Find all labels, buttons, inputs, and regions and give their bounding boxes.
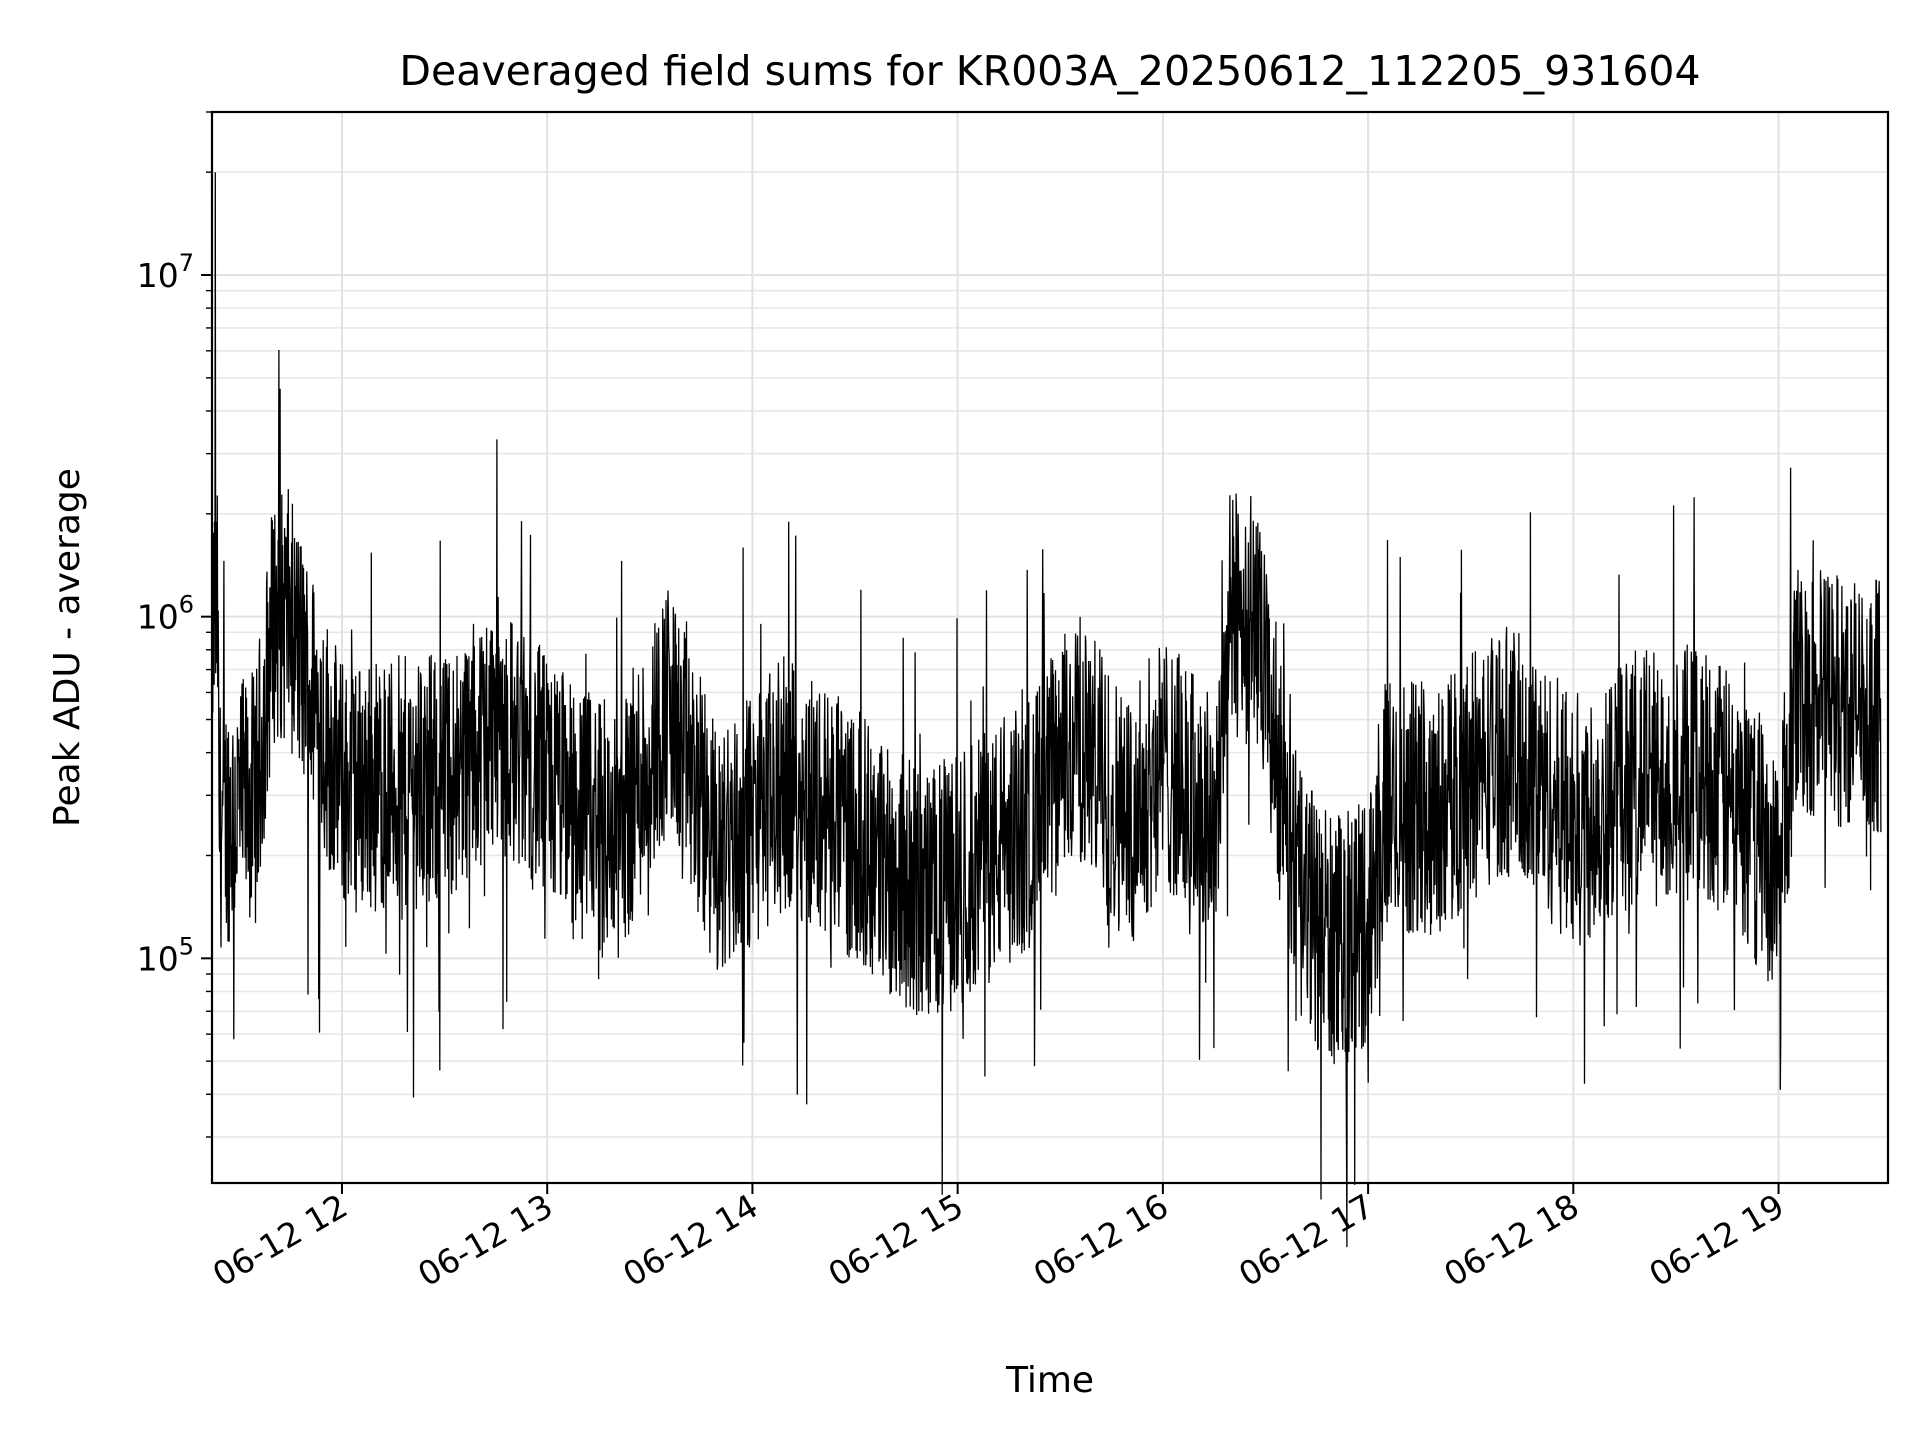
series-line: [211, 172, 1882, 1248]
plot-frame: [210, 110, 1890, 1185]
y-axis-label: Peak ADU - average: [47, 468, 88, 827]
y-tick-label: 106: [137, 591, 194, 637]
x-tick-label: 06-12 12: [206, 1186, 354, 1294]
x-tick-label: 06-12 15: [822, 1186, 970, 1294]
grid: [212, 111, 1888, 1183]
x-tick-label: 06-12 13: [411, 1186, 559, 1294]
x-tick-label: 06-12 19: [1643, 1186, 1791, 1294]
y-tick-label: 105: [137, 932, 194, 978]
x-tick-label: 06-12 17: [1232, 1186, 1380, 1294]
x-tick-label: 06-12 16: [1027, 1186, 1175, 1294]
x-axis-label: Time: [1005, 1360, 1094, 1401]
x-tick-label: 06-12 14: [616, 1186, 764, 1294]
series-layer: [211, 172, 1882, 1248]
x-tick-label: 06-12 18: [1437, 1186, 1585, 1294]
chart-title: Deaveraged field sums for KR003A_2025061…: [399, 47, 1700, 95]
y-tick-label: 107: [137, 249, 194, 295]
